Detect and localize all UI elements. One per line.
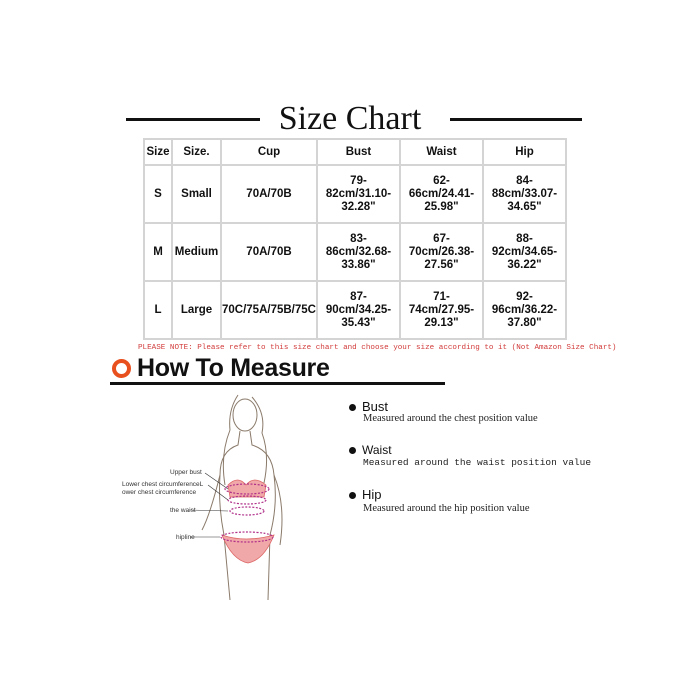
- cell: 79- 82cm/31.10- 32.28": [315, 164, 401, 224]
- circle-bullet-icon: [112, 359, 131, 378]
- bullet-icon: [349, 447, 356, 454]
- cell: S: [143, 164, 173, 224]
- cell: 67- 70cm/26.38- 27.56": [398, 222, 484, 282]
- cell: Large: [171, 280, 222, 340]
- cell: Medium: [171, 222, 222, 282]
- page-title: Size Chart: [278, 100, 422, 137]
- measure-hip-desc: Measured around the hip position value: [363, 503, 530, 514]
- bullet-icon: [349, 404, 356, 411]
- header-cell: Cup: [220, 138, 318, 166]
- header-cell: Size: [143, 138, 173, 166]
- measure-waist-heading: Waist: [362, 443, 392, 457]
- title-rule-left: [126, 118, 260, 121]
- how-to-rule: [110, 382, 445, 385]
- header-cell: Hip: [481, 138, 567, 166]
- cell: 70A/70B: [220, 164, 318, 224]
- figure-label: ower chest circumference: [122, 489, 197, 496]
- cell: 70A/70B: [220, 222, 318, 282]
- cell: L: [143, 280, 173, 340]
- cell: 71- 74cm/27.95- 29.13": [398, 280, 484, 340]
- table-row: L Large 70C/75A/75B/75C 87- 90cm/34.25- 35.43…: [143, 280, 567, 340]
- size-table: Size Size. Cup Bust Waist Hip S Small 70A/…: [143, 138, 567, 340]
- cell: 83- 86cm/32.68- 33.86": [315, 222, 401, 282]
- cell: 87- 90cm/34.25- 35.43": [315, 280, 401, 340]
- figure-label: the waist: [170, 507, 196, 514]
- cell: M: [143, 222, 173, 282]
- measure-bust-desc: Measured around the chest position value: [363, 413, 538, 424]
- cell: 62- 66cm/24.41- 25.98": [398, 164, 484, 224]
- table-header-row: Size Size. Cup Bust Waist Hip: [143, 138, 567, 166]
- cell: 92- 96cm/36.22- 37.80": [481, 280, 567, 340]
- figure-illustration: [190, 394, 283, 600]
- how-to-measure-title: How To Measure: [137, 354, 330, 382]
- cell: 70C/75A/75B/75C: [220, 280, 318, 340]
- cell: 88- 92cm/34.65- 36.22": [481, 222, 567, 282]
- header-cell: Size.: [171, 138, 222, 166]
- figure-label: hipline: [176, 534, 195, 541]
- measure-waist-desc: Measured around the waist position value: [363, 457, 592, 468]
- bullet-icon: [349, 492, 356, 499]
- measure-bust-heading: Bust: [362, 399, 389, 414]
- table-row: S Small 70A/70B 79- 82cm/31.10- 32.28" 62- 66cm…: [143, 164, 567, 224]
- size-note: PLEASE NOTE: Please refer to this size c…: [138, 344, 617, 352]
- header-cell: Waist: [398, 138, 484, 166]
- header-cell: Bust: [315, 138, 401, 166]
- figure-label: Upper bust: [170, 469, 202, 476]
- measure-hip-heading: Hip: [362, 487, 382, 502]
- table-row: M Medium 70A/70B 83- 86cm/32.68- 33.86" 67- 70c…: [143, 222, 567, 282]
- cell: Small: [171, 164, 222, 224]
- figure-label: Lower chest circumferenceL: [122, 481, 204, 488]
- cell: 84- 88cm/33.07- 34.65": [481, 164, 567, 224]
- title-rule-right: [450, 118, 582, 121]
